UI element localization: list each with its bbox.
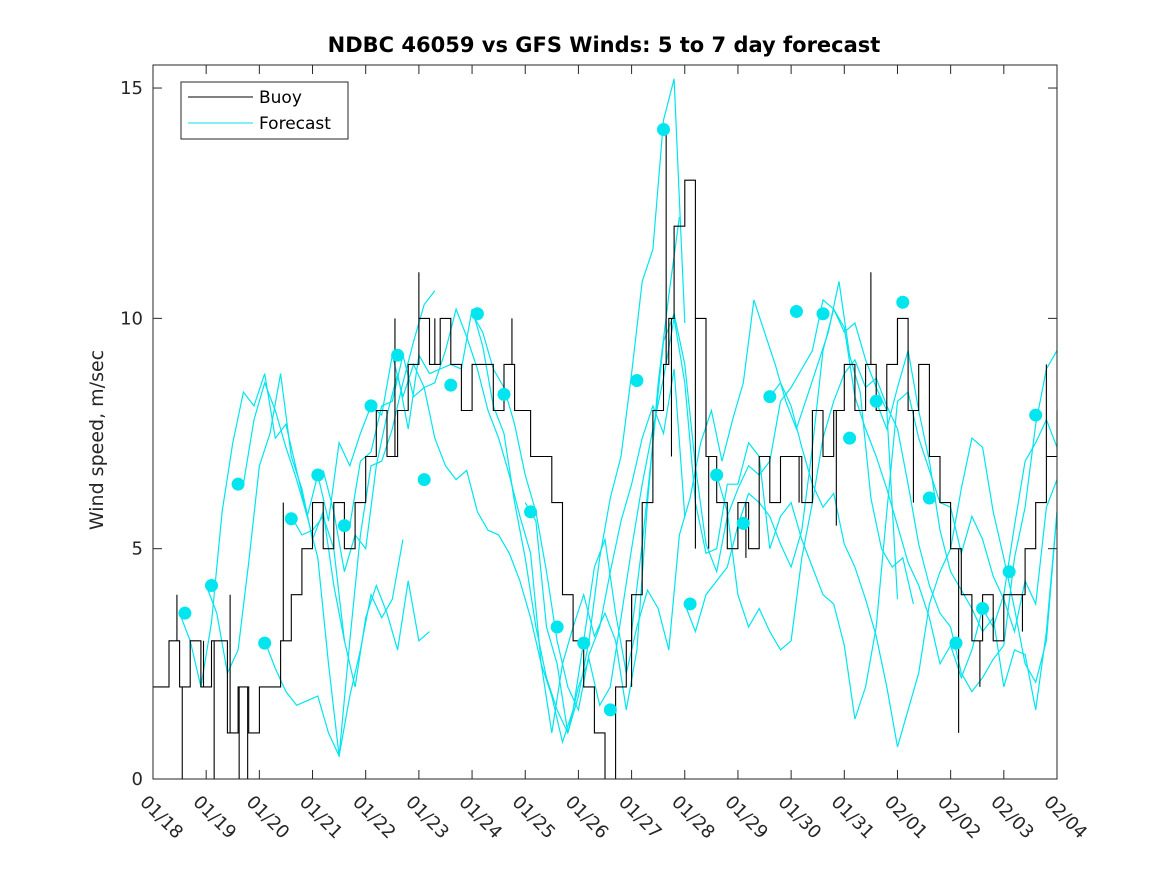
forecast-point — [550, 620, 564, 634]
forecast-point — [922, 491, 936, 505]
forecast-point — [178, 606, 192, 620]
forecast-line-12 — [769, 381, 1058, 747]
forecast-point — [258, 636, 272, 650]
forecast-line-10 — [684, 307, 899, 634]
legend: Buoy Forecast — [180, 81, 349, 140]
forecast-line-13 — [875, 350, 1058, 711]
forecast-point — [789, 304, 803, 318]
forecast-point — [444, 378, 458, 392]
forecast-point — [417, 473, 431, 487]
y-tick-label: 10 — [120, 308, 143, 329]
forecast-point — [683, 597, 697, 611]
forecast-point — [524, 505, 538, 519]
legend-box — [180, 81, 349, 140]
buoy-line — [153, 179, 1058, 780]
forecast-point — [497, 387, 511, 401]
axes-box — [152, 64, 1058, 780]
forecast-line-8 — [524, 318, 1058, 734]
y-tick-label: 5 — [132, 539, 143, 560]
forecast-point — [603, 703, 617, 717]
y-tick-label: 0 — [132, 769, 143, 790]
forecast-point — [843, 431, 857, 445]
forecast-point — [577, 636, 591, 650]
forecast-point — [284, 512, 298, 526]
forecast-point — [710, 468, 724, 482]
y-tick-label: 15 — [120, 78, 143, 99]
chart-title: NDBC 46059 vs GFS Winds: 5 to 7 day fore… — [328, 33, 881, 57]
forecast-point — [736, 516, 750, 530]
forecast-line-9 — [631, 298, 1058, 680]
forecast-point — [896, 295, 910, 309]
forecast-point — [763, 390, 777, 404]
forecast-line-2 — [179, 216, 680, 733]
forecast-line-5 — [322, 78, 686, 735]
forecast-point — [949, 636, 963, 650]
legend-label-forecast: Forecast — [259, 114, 331, 134]
forecast-line-0 — [205, 373, 345, 676]
forecast-point — [364, 399, 378, 413]
forecast-point — [470, 307, 484, 321]
forecast-point — [1029, 408, 1043, 422]
forecast-point — [976, 602, 990, 616]
forecast-point — [204, 579, 218, 593]
forecast-point — [656, 122, 670, 136]
forecast-point — [1002, 565, 1016, 579]
forecast-point — [630, 374, 644, 388]
forecast-point — [816, 307, 830, 321]
forecast-point — [869, 394, 883, 408]
forecast-line-4 — [290, 515, 430, 688]
forecast-point — [391, 348, 405, 362]
forecast-line-3 — [264, 539, 404, 758]
forecast-point — [311, 468, 325, 482]
forecast-point — [231, 477, 245, 491]
series-layer — [153, 78, 1058, 780]
legend-label-buoy: Buoy — [259, 88, 302, 108]
y-axis-label: Wind speed, m/sec — [86, 350, 108, 530]
forecast-point — [337, 519, 351, 533]
plot-area — [153, 65, 1057, 779]
